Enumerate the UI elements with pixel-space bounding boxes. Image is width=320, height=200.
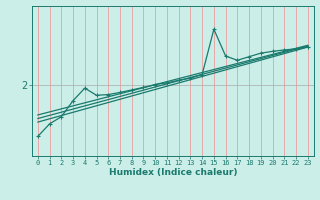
X-axis label: Humidex (Indice chaleur): Humidex (Indice chaleur)	[108, 168, 237, 177]
